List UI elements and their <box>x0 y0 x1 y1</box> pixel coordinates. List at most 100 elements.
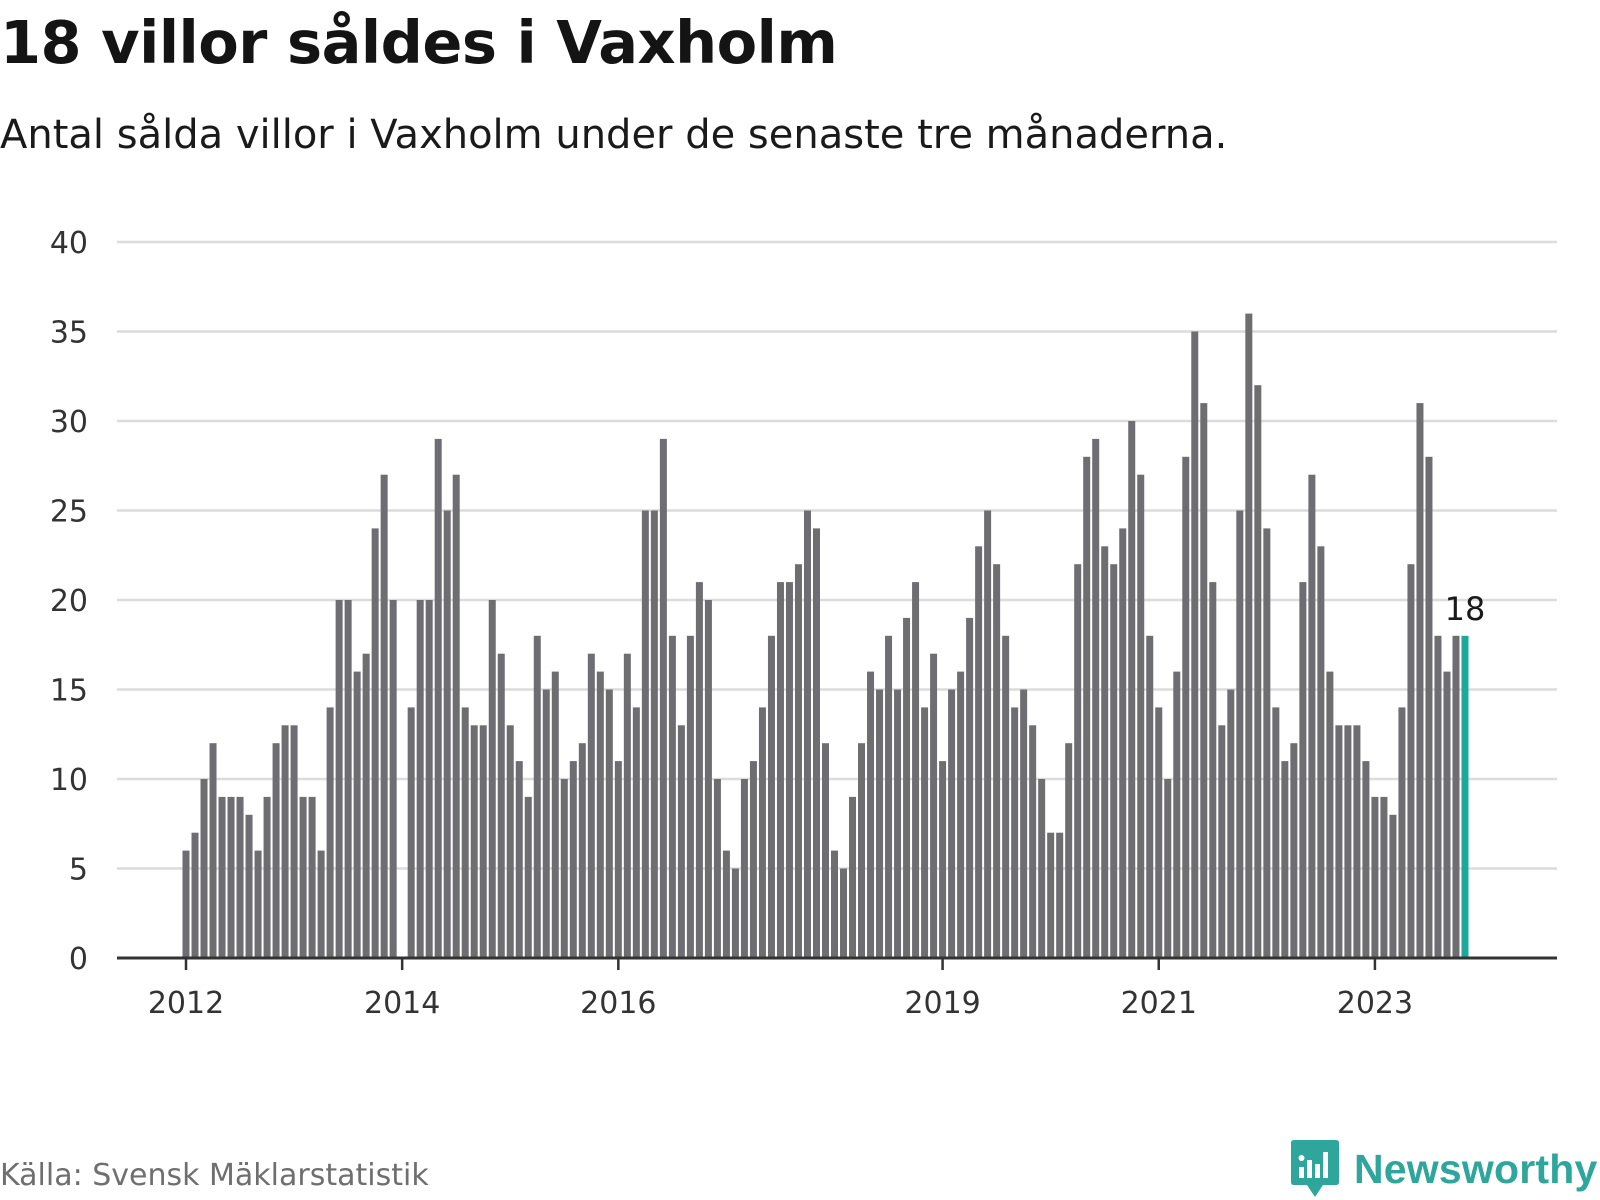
bar <box>1038 779 1046 958</box>
bar <box>317 850 325 958</box>
bar <box>831 850 838 958</box>
bar <box>1146 635 1154 958</box>
gridlines <box>117 240 1557 870</box>
x-tick-label-2021: 2021 <box>1121 986 1197 1021</box>
bar <box>1029 725 1037 958</box>
bar <box>1191 331 1199 958</box>
bar <box>1452 635 1460 958</box>
bar <box>623 653 631 958</box>
bar <box>1434 635 1442 958</box>
bar <box>596 671 604 958</box>
bar <box>867 671 875 958</box>
bar <box>695 582 703 958</box>
bar <box>659 438 667 958</box>
bar <box>551 671 559 958</box>
bar <box>290 725 298 958</box>
y-tick-label-15: 15 <box>50 674 88 709</box>
bar <box>1443 671 1451 958</box>
bar <box>1083 456 1091 958</box>
bar <box>515 761 523 958</box>
bar <box>542 689 550 958</box>
data-labels: 18 <box>1445 590 1486 628</box>
bar <box>479 725 487 958</box>
x-tick-label-2014: 2014 <box>364 986 440 1021</box>
bar <box>812 528 820 958</box>
chart-subtitle: Antal sålda villor i Vaxholm under de se… <box>0 112 1228 158</box>
bar <box>362 653 370 958</box>
bar <box>1092 438 1100 958</box>
bar <box>1344 725 1352 958</box>
bar <box>903 617 911 958</box>
bar <box>389 600 397 958</box>
bar <box>434 438 442 958</box>
bar <box>650 510 658 958</box>
bar <box>1155 707 1163 958</box>
bar <box>713 779 721 958</box>
bar <box>245 814 253 958</box>
bar <box>533 635 541 958</box>
bar <box>1326 671 1334 958</box>
bar <box>335 600 343 958</box>
bar <box>785 582 793 958</box>
bar <box>1290 743 1298 958</box>
bar <box>1065 743 1073 958</box>
bar <box>894 689 902 958</box>
bar <box>1110 564 1118 958</box>
x-tick-label-2016: 2016 <box>580 986 656 1021</box>
bar <box>218 796 226 958</box>
bar <box>263 796 271 958</box>
bar <box>975 546 983 958</box>
bar <box>1308 474 1316 958</box>
newsworthy-logo: Newsworthy <box>1290 1138 1598 1200</box>
y-tick-label-5: 5 <box>69 853 88 888</box>
bar <box>1281 761 1289 958</box>
bar <box>912 582 920 958</box>
bar <box>632 707 640 958</box>
chart-title: 18 villor såldes i Vaxholm <box>0 8 838 77</box>
bar <box>1182 456 1190 958</box>
bar <box>939 761 947 958</box>
bar <box>254 850 262 958</box>
bar <box>461 707 469 958</box>
bar <box>227 796 235 958</box>
bar <box>930 653 938 958</box>
bar <box>749 761 757 958</box>
newsworthy-logo-icon <box>1291 1140 1339 1197</box>
bar <box>1047 832 1055 958</box>
bar <box>506 725 514 958</box>
bar <box>740 779 748 958</box>
bar <box>1236 510 1244 958</box>
bar <box>587 653 595 958</box>
bar <box>1389 814 1397 958</box>
bar <box>452 474 460 958</box>
bar <box>885 635 893 958</box>
x-tick-label-2012: 2012 <box>148 986 224 1021</box>
bar <box>1020 689 1028 958</box>
bar-highlight <box>1461 635 1469 958</box>
bar <box>641 510 649 958</box>
bar <box>1119 528 1127 958</box>
bar <box>1263 528 1271 958</box>
bar <box>560 779 568 958</box>
bars <box>182 313 1469 959</box>
bar <box>758 707 766 958</box>
bar <box>308 796 316 958</box>
bar <box>921 707 929 958</box>
bar <box>1011 707 1019 958</box>
bar <box>948 689 956 958</box>
bar <box>677 725 685 958</box>
bar <box>569 761 577 958</box>
bar <box>966 617 974 958</box>
bar <box>822 743 829 958</box>
last-value-label: 18 <box>1445 590 1486 628</box>
y-tick-label-35: 35 <box>50 316 88 351</box>
bar <box>236 796 244 958</box>
bar <box>299 796 307 958</box>
bar <box>1416 403 1424 959</box>
bar <box>326 707 334 958</box>
bar <box>407 707 415 958</box>
bar <box>1002 635 1010 958</box>
bar <box>1353 725 1361 958</box>
bar <box>281 725 289 958</box>
brand-name: Newsworthy <box>1354 1145 1598 1192</box>
